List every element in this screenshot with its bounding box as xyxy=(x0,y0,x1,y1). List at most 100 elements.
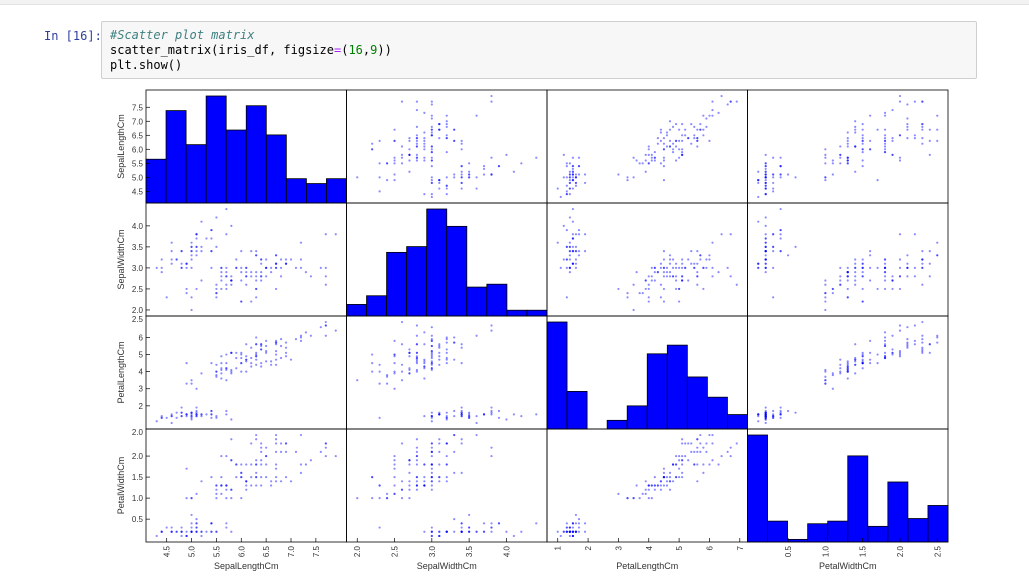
scatter-point xyxy=(378,162,381,165)
scatter-point xyxy=(764,176,767,179)
scatter-point xyxy=(854,262,857,265)
scatter-point xyxy=(490,446,493,449)
scatter-point xyxy=(324,266,327,270)
scatter-point xyxy=(430,151,433,154)
scatter-point xyxy=(653,279,656,282)
scatter-point xyxy=(497,522,501,525)
scatter-point xyxy=(702,471,705,474)
scatter-point xyxy=(565,162,568,165)
scatter-point xyxy=(423,365,426,368)
scatter-point xyxy=(274,262,278,265)
scatter-point xyxy=(869,139,872,142)
scatter-point xyxy=(571,534,575,538)
scatter-point xyxy=(565,193,568,196)
scatter-point xyxy=(400,480,404,483)
scatter-point xyxy=(764,249,767,253)
scatter-point xyxy=(215,370,218,373)
scatter-point xyxy=(678,467,681,470)
scatter-point xyxy=(438,179,441,182)
scatter-point xyxy=(195,411,198,414)
scatter-point xyxy=(854,120,857,123)
scatter-point xyxy=(565,530,568,533)
scatter-point xyxy=(260,463,263,466)
scatter-point xyxy=(438,413,441,416)
scatter-point xyxy=(854,358,857,361)
scatter-point xyxy=(250,271,253,274)
scatter-point xyxy=(235,475,238,479)
scatter-point xyxy=(571,526,575,529)
scatter-point xyxy=(824,148,827,151)
scatter-point xyxy=(415,358,419,361)
scatter-point xyxy=(438,187,441,190)
scatter-point xyxy=(393,463,396,466)
hist-bar xyxy=(606,419,628,430)
scatter-point xyxy=(662,179,666,182)
scatter-point xyxy=(225,353,228,356)
scatter-point xyxy=(200,413,203,416)
scatter-point xyxy=(891,353,894,356)
scatter-point xyxy=(779,176,782,179)
scatter-point xyxy=(583,173,587,176)
scatter-point xyxy=(854,271,857,274)
scatter-point xyxy=(299,241,303,244)
scatter-point xyxy=(200,480,203,483)
scatter-point xyxy=(898,134,902,137)
subplot-frame xyxy=(546,202,748,317)
scatter-point xyxy=(180,262,183,265)
scatter-point xyxy=(632,308,635,312)
scatter-point xyxy=(415,134,419,137)
scatter-point xyxy=(438,413,441,416)
scatter-point xyxy=(936,341,939,344)
code-editor[interactable]: #Scatter plot matrix scatter_matrix(iris… xyxy=(110,28,392,73)
scatter-point xyxy=(475,530,478,533)
scatter-point xyxy=(180,266,183,270)
scatter-point xyxy=(824,382,827,385)
scatter-point xyxy=(647,162,650,165)
scatter-point xyxy=(921,334,924,337)
scatter-point xyxy=(289,358,293,361)
scatter-point xyxy=(824,300,827,303)
scatter-point xyxy=(772,249,775,253)
scatter-point xyxy=(284,442,288,445)
scatter-point xyxy=(779,249,782,253)
scatter-point xyxy=(195,518,198,521)
scatter-point xyxy=(846,365,849,368)
scatter-point xyxy=(861,266,864,270)
scatter-point xyxy=(883,266,887,270)
scatter-point xyxy=(565,526,568,529)
scatter-point xyxy=(574,249,578,253)
code-cell[interactable]: #Scatter plot matrix scatter_matrix(iris… xyxy=(101,21,977,79)
scatter-point xyxy=(255,271,258,274)
scatter-point xyxy=(430,193,433,196)
scatter-point xyxy=(371,361,374,365)
scatter-point xyxy=(210,522,213,525)
scatter-point xyxy=(284,262,288,265)
scatter-point xyxy=(861,262,864,265)
scatter-point xyxy=(772,233,775,236)
scatter-point xyxy=(245,271,248,274)
hist-bar xyxy=(747,434,768,543)
scatter-point xyxy=(647,283,650,286)
x-tick-label: 1 xyxy=(554,545,563,550)
scatter-point xyxy=(764,170,767,173)
scatter-point xyxy=(898,350,902,353)
scatter-point xyxy=(659,480,663,483)
scatter-point xyxy=(577,156,581,159)
scatter-point xyxy=(846,162,849,165)
scatter-point xyxy=(757,413,760,416)
scatter-point xyxy=(764,167,767,171)
scatter-point xyxy=(696,480,699,483)
scatter-point xyxy=(665,271,669,274)
scatter-point xyxy=(475,415,478,418)
scatter-point xyxy=(883,134,887,137)
scatter-point xyxy=(255,279,258,282)
scatter-point xyxy=(671,463,675,466)
scatter-point xyxy=(647,484,650,487)
scatter-point xyxy=(460,142,463,145)
scatter-point xyxy=(240,471,243,474)
scatter-point xyxy=(653,266,656,270)
scatter-point xyxy=(681,153,684,157)
scatter-point xyxy=(906,341,909,344)
scatter-point xyxy=(647,296,650,299)
scatter-point xyxy=(190,530,193,533)
